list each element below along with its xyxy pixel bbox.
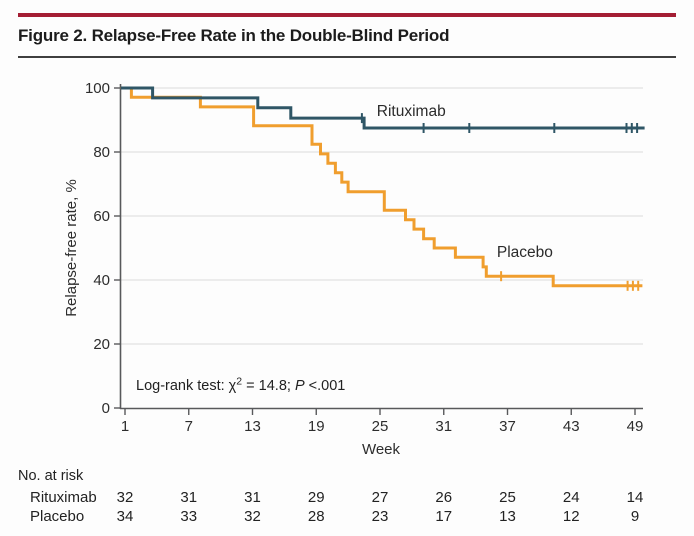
risk-value: 25 [499, 489, 516, 506]
y-tick-label: 20 [93, 336, 110, 353]
risk-value: 17 [435, 507, 453, 525]
risk-value: 12 [562, 507, 580, 525]
x-tick-label: 1 [121, 418, 129, 435]
risk-row-label: Rituximab [30, 489, 97, 506]
risk-value: 13 [499, 507, 516, 525]
risk-value: 32 [244, 507, 261, 525]
x-tick-label: 19 [308, 418, 325, 435]
logrank-annotation: Log-rank test: χ2 = 14.8; P <.001 [136, 376, 345, 395]
figure-title: Figure 2. Relapse-Free Rate in the Doubl… [18, 26, 450, 45]
placebo-curve-label: Placebo [497, 244, 553, 261]
x-tick-label: 37 [499, 418, 516, 435]
risk-row-placebo: Placebo 34 33 32 28 23 17 13 12 9 [0, 508, 694, 526]
x-tick-label: 13 [244, 418, 261, 435]
risk-value: 28 [307, 507, 325, 525]
x-tick-label: 31 [435, 418, 452, 435]
kaplan-meier-chart: 1 7 13 19 25 31 37 43 49 0 20 40 60 80 100 Week Relapse-… [63, 80, 645, 458]
x-axis-title: Week [362, 441, 401, 458]
y-tick-label: 0 [102, 400, 110, 417]
risk-value: 26 [435, 489, 453, 506]
y-tick-label: 100 [85, 80, 110, 97]
risk-value: 31 [244, 489, 261, 506]
title-divider [18, 56, 676, 58]
risk-value: 9 [630, 507, 640, 525]
y-tick-label: 80 [93, 144, 110, 161]
rituximab-curve-label: Rituximab [377, 103, 446, 120]
risk-value: 23 [371, 507, 389, 525]
risk-value: 31 [180, 489, 198, 506]
risk-row-label: Placebo [30, 507, 85, 525]
risk-value: 14 [626, 489, 644, 506]
x-tick-label: 7 [185, 418, 193, 435]
x-tick-label: 49 [627, 418, 644, 435]
risk-value: 33 [180, 507, 198, 525]
risk-value: 27 [371, 489, 389, 506]
rituximab-curve [120, 86, 645, 130]
risk-value: 29 [307, 489, 325, 506]
y-tick-label: 60 [93, 208, 110, 225]
y-tick-label: 40 [93, 272, 110, 289]
risk-table-title: No. at risk [18, 468, 84, 484]
risk-value: 32 [116, 489, 134, 506]
y-axis-title: Relapse-free rate, % [63, 179, 80, 317]
placebo-curve [120, 86, 643, 288]
risk-row-rituximab: Rituximab 32 31 31 29 27 26 25 24 14 [0, 489, 694, 507]
risk-value: 34 [116, 507, 134, 525]
risk-value: 24 [562, 489, 580, 506]
accent-rule [18, 13, 676, 17]
x-tick-label: 25 [372, 418, 389, 435]
x-tick-label: 43 [563, 418, 580, 435]
